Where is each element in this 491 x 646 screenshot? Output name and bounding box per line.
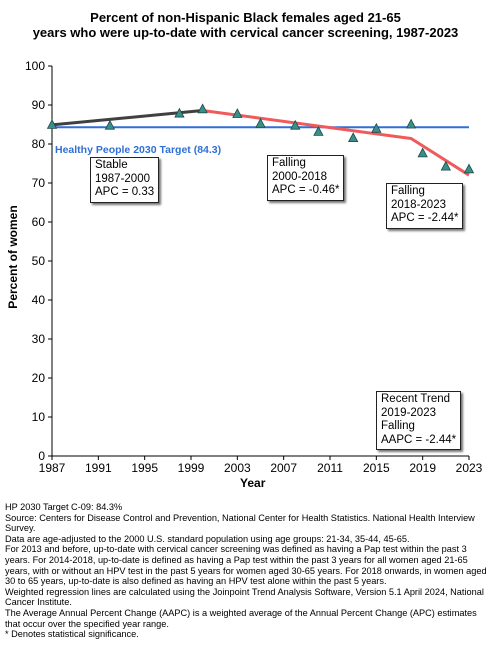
- y-tick-label: 40: [32, 293, 46, 307]
- x-tick-label: 1999: [178, 461, 205, 475]
- data-point: [46, 119, 58, 129]
- annotation-recent-line-1: Recent Trend: [381, 393, 451, 405]
- x-tick-label: 2007: [270, 461, 297, 475]
- annotation-stable-line-2: 1987-2000: [95, 172, 150, 185]
- x-tick-label: 1987: [39, 461, 66, 475]
- x-axis-label: Year: [240, 476, 266, 490]
- x-tick-label: 1995: [131, 461, 158, 475]
- x-tick-label: 2019: [409, 461, 436, 475]
- y-axis-label: Percent of women: [6, 205, 20, 309]
- data-point: [104, 119, 116, 130]
- annotation-falling2-line-3: APC = -2.44*: [391, 212, 459, 224]
- y-tick-label: 50: [32, 254, 46, 268]
- y-tick-label: 90: [32, 98, 46, 112]
- data-point: [371, 122, 382, 133]
- chart-plot: 0 10 20 30 40 50 60 70 80 90 100 1987 1991 1995 1999 20…: [25, 59, 483, 475]
- target-label: Healthy People 2030 Target (84.3): [55, 144, 222, 156]
- y-tick-label: 0: [38, 449, 45, 463]
- annotation-recent-trend: Recent Trend 2019-2023 Falling AAPC = -2…: [376, 391, 462, 450]
- data-point: [463, 163, 475, 174]
- x-tick-label: 1991: [85, 461, 112, 475]
- annotation-falling-2018-2023: Falling 2018-2023 APC = -2.44*: [386, 183, 464, 229]
- annotation-falling1-line-3: APC = -0.46*: [272, 184, 340, 196]
- data-point: [348, 132, 359, 143]
- data-point: [290, 119, 301, 130]
- y-tick-label: 70: [32, 176, 46, 190]
- annotation-falling-2000-2018: Falling 2000-2018 APC = -0.46*: [267, 155, 345, 201]
- data-point: [440, 160, 451, 171]
- chart-title-line-1: Percent of non-Hispanic Black females ag…: [90, 10, 401, 25]
- y-tick-label: 100: [25, 59, 45, 73]
- annotation-recent-line-3: Falling: [381, 420, 415, 432]
- footnote: For 2013 and before, up-to-date with cer…: [5, 544, 487, 587]
- annotation-falling2-line-1: Falling: [391, 185, 425, 197]
- annotation-falling1-line-2: 2000-2018: [272, 170, 327, 183]
- data-point: [313, 126, 324, 136]
- footnote: Weighted regression lines are calculated…: [5, 586, 484, 608]
- annotation-stable-line-1: Stable: [95, 159, 128, 171]
- chart-title: Percent of non-Hispanic Black females ag…: [0, 10, 491, 40]
- footnote: HP 2030 Target C-09: 84.3%: [5, 502, 123, 512]
- data-point: [232, 108, 243, 118]
- annotation-falling2-line-2: 2018-2023: [391, 198, 446, 211]
- annotation-recent-line-2: 2019-2023: [381, 406, 436, 419]
- footnotes: HP 2030 Target C-09: 84.3% Source: Cente…: [5, 502, 487, 640]
- y-tick-label: 60: [32, 215, 46, 229]
- x-tick-label: 2015: [363, 461, 390, 475]
- x-tick-label: 2023: [456, 461, 483, 475]
- annotation-falling1-line-1: Falling: [272, 157, 306, 169]
- footnote: Data are age-adjusted to the 2000 U.S. s…: [5, 533, 410, 544]
- y-tick-label: 30: [32, 332, 46, 346]
- data-point: [197, 103, 208, 114]
- x-tick-label: 2003: [224, 461, 251, 475]
- data-point: [255, 117, 266, 128]
- footnote: The Average Annual Percent Change (AAPC)…: [5, 607, 477, 629]
- footnote: Source: Centers for Disease Control and …: [5, 512, 475, 534]
- data-point: [405, 118, 417, 129]
- footnote: * Denotes statistical significance.: [5, 629, 139, 640]
- y-tick-label: 20: [32, 371, 46, 385]
- annotation-stable-line-3: APC = 0.33: [95, 186, 155, 198]
- data-point: [417, 147, 428, 158]
- annotation-recent-line-4: AAPC = -2.44*: [381, 433, 457, 446]
- data-point: [174, 107, 185, 118]
- trend-segment-2: [202, 108, 470, 177]
- chart-title-line-2: years who were up-to-date with cervical …: [32, 25, 459, 40]
- annotation-stable: Stable 1987-2000 APC = 0.33: [90, 157, 160, 203]
- y-tick-label: 80: [32, 137, 46, 151]
- x-tick-label: 2011: [317, 461, 343, 475]
- y-tick-label: 10: [32, 410, 46, 424]
